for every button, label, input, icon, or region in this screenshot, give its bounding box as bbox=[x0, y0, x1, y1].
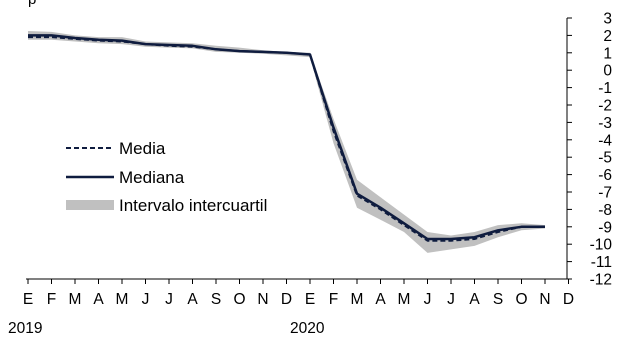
x-year-label: 2019 bbox=[8, 320, 42, 337]
y-tick-label: 1 bbox=[603, 45, 612, 62]
legend-label-media: Media bbox=[119, 139, 166, 158]
x-tick-label: S bbox=[493, 291, 503, 308]
x-tick-label: N bbox=[257, 291, 268, 308]
legend-swatch-intervalo bbox=[66, 200, 114, 210]
x-tick-label: M bbox=[116, 291, 129, 308]
band-layer bbox=[28, 31, 545, 253]
x-tick-label: D bbox=[281, 291, 292, 308]
x-tick-label: S bbox=[211, 291, 221, 308]
x-tick-label: A bbox=[93, 291, 104, 308]
x-tick-label: J bbox=[142, 291, 150, 308]
y-tick-label: -4 bbox=[598, 132, 612, 149]
x-tick-label: F bbox=[47, 291, 56, 308]
y-tick-label: -11 bbox=[591, 254, 612, 271]
x-tick-label: O bbox=[233, 291, 245, 308]
x-tick-label: A bbox=[469, 291, 480, 308]
x-tick-label: E bbox=[305, 291, 315, 308]
y-tick-label: -10 bbox=[590, 237, 613, 254]
band-intervalo-intercuartil bbox=[28, 31, 545, 253]
legend-entry-media: Media bbox=[66, 139, 166, 158]
x-tick-label: J bbox=[447, 291, 455, 308]
x-tick-label: N bbox=[539, 291, 550, 308]
y-tick-label: -6 bbox=[598, 167, 612, 184]
x-tick-label: M bbox=[69, 291, 82, 308]
x-tick-label: A bbox=[187, 291, 198, 308]
y-tick-label: 0 bbox=[603, 63, 612, 80]
series-line-media bbox=[28, 36, 545, 242]
y-tick-label: 3 bbox=[603, 11, 612, 28]
y-tick-label: -8 bbox=[598, 202, 612, 219]
x-tick-label: M bbox=[351, 291, 364, 308]
y-tick-label: 2 bbox=[603, 28, 612, 45]
legend-entry-intervalo: Intervalo intercuartil bbox=[66, 196, 267, 215]
x-tick-label: O bbox=[515, 291, 527, 308]
y-tick-label: -9 bbox=[598, 219, 612, 236]
y-tick-label: -3 bbox=[598, 115, 612, 132]
series-line-mediana bbox=[28, 34, 545, 241]
x-tick-label: J bbox=[165, 291, 173, 308]
y-tick-label: -12 bbox=[590, 272, 612, 289]
legend-entry-mediana: Mediana bbox=[66, 168, 185, 187]
x-tick-label: J bbox=[424, 291, 432, 308]
y-tick-label: -7 bbox=[598, 185, 612, 202]
x-tick-label: F bbox=[329, 291, 338, 308]
legend-label-mediana: Mediana bbox=[119, 168, 185, 187]
legend: Media Mediana Intervalo intercuartil bbox=[66, 139, 267, 215]
legend-label-intervalo: Intervalo intercuartil bbox=[119, 196, 267, 215]
x-tick-label: E bbox=[23, 291, 33, 308]
y-tick-label: -1 bbox=[598, 80, 612, 97]
series-layer bbox=[28, 34, 545, 242]
y-tick-label: -2 bbox=[598, 98, 612, 115]
top-text-fragment: p bbox=[28, 0, 36, 8]
x-tick-label: A bbox=[375, 291, 386, 308]
x-tick-label: M bbox=[398, 291, 411, 308]
x-year-label: 2020 bbox=[290, 320, 325, 337]
x-tick-label: D bbox=[563, 291, 574, 308]
y-tick-label: -5 bbox=[598, 150, 612, 167]
